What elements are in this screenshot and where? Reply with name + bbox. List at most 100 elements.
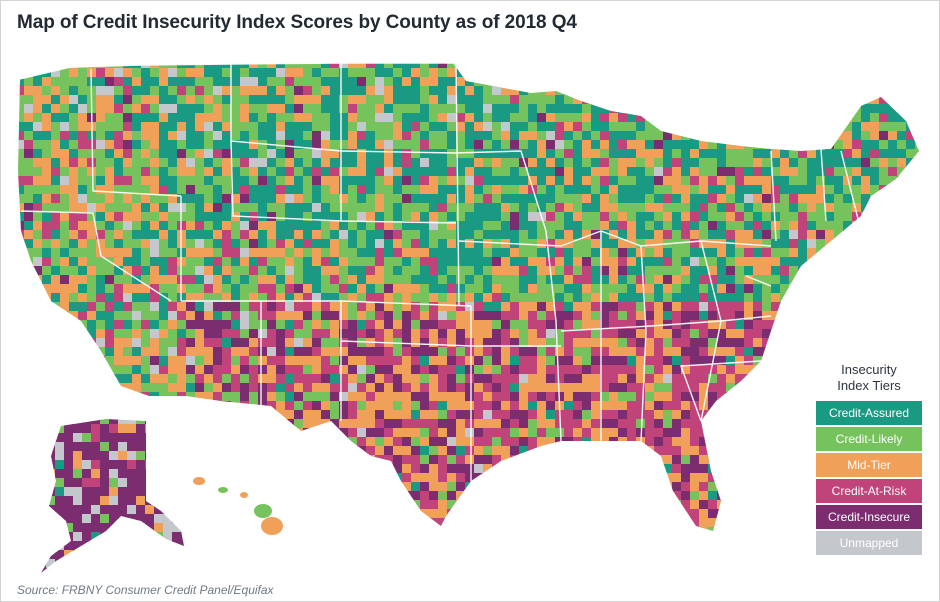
county-cell bbox=[537, 482, 548, 493]
county-cell bbox=[681, 221, 692, 232]
county-cell bbox=[618, 176, 629, 187]
county-cell bbox=[600, 392, 611, 403]
county-cell bbox=[735, 63, 746, 70]
county-cell bbox=[213, 302, 224, 313]
county-cell bbox=[717, 356, 728, 367]
county-cell bbox=[357, 491, 368, 502]
county-cell bbox=[24, 257, 35, 268]
county-cell bbox=[663, 63, 674, 70]
county-cell bbox=[672, 122, 683, 133]
county-cell bbox=[762, 86, 773, 97]
county-cell bbox=[519, 95, 530, 106]
county-cell bbox=[60, 257, 71, 268]
county-cell bbox=[69, 365, 80, 376]
county-cell bbox=[582, 302, 593, 313]
county-cell bbox=[582, 176, 593, 187]
county-cell bbox=[753, 410, 764, 421]
county-cell bbox=[897, 212, 908, 223]
county-cell bbox=[483, 194, 494, 205]
county-cell bbox=[546, 203, 557, 214]
county-cell bbox=[168, 104, 179, 115]
county-cell bbox=[600, 482, 611, 493]
county-cell bbox=[222, 437, 233, 448]
county-cell bbox=[636, 383, 647, 394]
county-cell bbox=[645, 320, 656, 331]
county-cell bbox=[420, 437, 431, 448]
county-cell bbox=[906, 63, 917, 70]
county-cell bbox=[897, 104, 908, 115]
county-cell bbox=[96, 329, 107, 340]
county-cell bbox=[663, 122, 674, 133]
county-cell bbox=[600, 464, 611, 475]
county-cell bbox=[78, 140, 89, 151]
county-cell bbox=[60, 149, 71, 160]
county-cell bbox=[384, 104, 395, 115]
county-cell bbox=[159, 104, 170, 115]
county-cell bbox=[285, 428, 296, 439]
county-cell bbox=[645, 491, 656, 502]
county-cell bbox=[456, 194, 467, 205]
county-cell bbox=[888, 311, 899, 322]
county-cell bbox=[852, 203, 863, 214]
county-cell bbox=[564, 284, 575, 295]
county-cell bbox=[753, 257, 764, 268]
county-cell bbox=[402, 482, 413, 493]
county-cell bbox=[879, 311, 890, 322]
county-cell bbox=[492, 320, 503, 331]
county-cell bbox=[123, 356, 134, 367]
county-cell bbox=[24, 347, 35, 358]
county-cell bbox=[717, 293, 728, 304]
county-cell bbox=[510, 185, 521, 196]
county-cell bbox=[456, 77, 467, 88]
county-cell bbox=[213, 230, 224, 241]
county-cell bbox=[249, 383, 260, 394]
county-cell bbox=[645, 230, 656, 241]
county-cell bbox=[231, 482, 242, 493]
county-cell bbox=[870, 140, 881, 151]
county-cell bbox=[420, 194, 431, 205]
county-cell bbox=[303, 257, 314, 268]
county-cell bbox=[105, 239, 116, 250]
county-cell bbox=[465, 320, 476, 331]
county-cell bbox=[330, 257, 341, 268]
county-cell bbox=[510, 428, 521, 439]
county-cell bbox=[600, 203, 611, 214]
county-cell bbox=[384, 392, 395, 403]
county-cell bbox=[330, 167, 341, 178]
county-cell bbox=[798, 95, 809, 106]
county-cell bbox=[600, 446, 611, 457]
county-cell bbox=[492, 428, 503, 439]
county-cell bbox=[33, 329, 44, 340]
county-cell bbox=[420, 455, 431, 466]
county-cell bbox=[834, 194, 845, 205]
county-cell bbox=[312, 158, 323, 169]
county-cell bbox=[105, 203, 116, 214]
county-cell bbox=[906, 230, 917, 241]
county-cell bbox=[798, 401, 809, 412]
county-cell bbox=[627, 320, 638, 331]
county-cell bbox=[420, 482, 431, 493]
county-cell bbox=[339, 68, 350, 79]
county-cell bbox=[528, 194, 539, 205]
county-cell bbox=[96, 392, 107, 403]
county-cell bbox=[267, 248, 278, 259]
county-cell bbox=[168, 419, 179, 430]
county-cell bbox=[186, 410, 197, 421]
county-cell bbox=[519, 365, 530, 376]
county-cell bbox=[717, 68, 728, 79]
county-cell bbox=[150, 338, 161, 349]
county-cell bbox=[753, 419, 764, 430]
county-cell bbox=[735, 257, 746, 268]
county-cell bbox=[348, 464, 359, 475]
county-cell bbox=[123, 302, 134, 313]
county-cell bbox=[708, 455, 719, 466]
county-cell bbox=[42, 482, 53, 493]
county-cell bbox=[483, 113, 494, 124]
county-cell bbox=[321, 122, 332, 133]
county-cell bbox=[528, 104, 539, 115]
county-cell bbox=[177, 356, 188, 367]
county-cell bbox=[753, 158, 764, 169]
county-cell bbox=[375, 167, 386, 178]
county-cell bbox=[780, 446, 791, 457]
county-cell bbox=[582, 338, 593, 349]
